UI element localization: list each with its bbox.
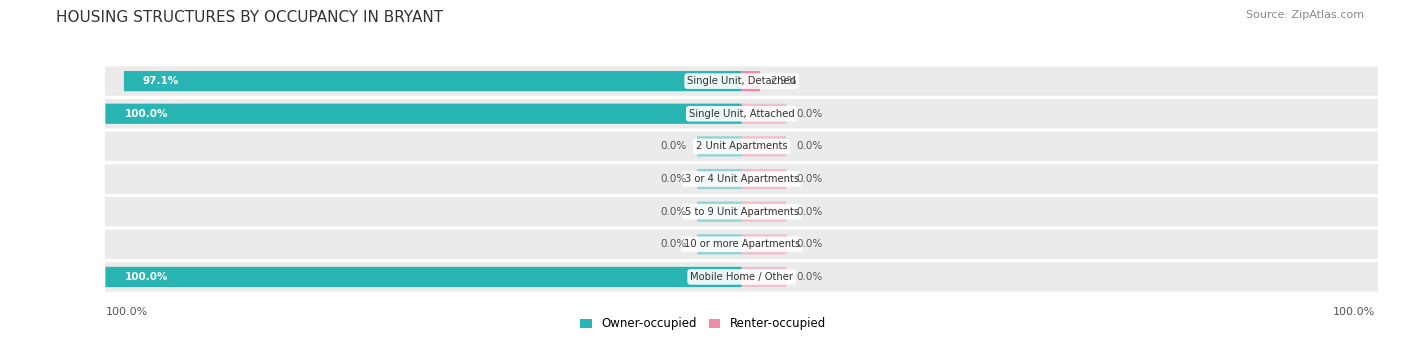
- Text: 0.0%: 0.0%: [796, 174, 823, 184]
- FancyBboxPatch shape: [742, 202, 786, 222]
- FancyBboxPatch shape: [105, 132, 1378, 161]
- FancyBboxPatch shape: [105, 229, 1378, 259]
- Text: 0.0%: 0.0%: [661, 174, 688, 184]
- Text: 100.0%: 100.0%: [1333, 307, 1375, 317]
- Text: 0.0%: 0.0%: [661, 239, 688, 249]
- Text: Source: ZipAtlas.com: Source: ZipAtlas.com: [1246, 10, 1364, 20]
- FancyBboxPatch shape: [124, 71, 742, 91]
- FancyBboxPatch shape: [742, 169, 786, 189]
- Text: 0.0%: 0.0%: [796, 142, 823, 151]
- FancyBboxPatch shape: [697, 169, 742, 189]
- Text: 97.1%: 97.1%: [143, 76, 179, 86]
- Text: 0.0%: 0.0%: [796, 109, 823, 119]
- Text: Single Unit, Detached: Single Unit, Detached: [688, 76, 796, 86]
- FancyBboxPatch shape: [697, 136, 742, 157]
- FancyBboxPatch shape: [742, 267, 786, 287]
- Text: 10 or more Apartments: 10 or more Apartments: [683, 239, 800, 249]
- Text: HOUSING STRUCTURES BY OCCUPANCY IN BRYANT: HOUSING STRUCTURES BY OCCUPANCY IN BRYAN…: [56, 10, 443, 25]
- Text: 0.0%: 0.0%: [796, 272, 823, 282]
- FancyBboxPatch shape: [105, 262, 1378, 292]
- FancyBboxPatch shape: [105, 99, 1378, 129]
- Text: Single Unit, Attached: Single Unit, Attached: [689, 109, 794, 119]
- Text: 0.0%: 0.0%: [796, 239, 823, 249]
- Legend: Owner-occupied, Renter-occupied: Owner-occupied, Renter-occupied: [575, 313, 831, 335]
- FancyBboxPatch shape: [742, 104, 786, 124]
- Text: 3 or 4 Unit Apartments: 3 or 4 Unit Apartments: [685, 174, 799, 184]
- Text: 2.9%: 2.9%: [770, 76, 797, 86]
- FancyBboxPatch shape: [105, 164, 1378, 194]
- Text: 100.0%: 100.0%: [125, 109, 169, 119]
- FancyBboxPatch shape: [105, 197, 1378, 226]
- FancyBboxPatch shape: [105, 267, 742, 287]
- Text: 0.0%: 0.0%: [661, 142, 688, 151]
- FancyBboxPatch shape: [697, 202, 742, 222]
- Text: 100.0%: 100.0%: [125, 272, 169, 282]
- FancyBboxPatch shape: [742, 71, 761, 91]
- Text: 0.0%: 0.0%: [661, 207, 688, 217]
- Text: 2 Unit Apartments: 2 Unit Apartments: [696, 142, 787, 151]
- Text: 100.0%: 100.0%: [105, 307, 148, 317]
- FancyBboxPatch shape: [105, 104, 742, 124]
- Text: Mobile Home / Other: Mobile Home / Other: [690, 272, 793, 282]
- FancyBboxPatch shape: [742, 136, 786, 157]
- Text: 0.0%: 0.0%: [796, 207, 823, 217]
- FancyBboxPatch shape: [697, 234, 742, 254]
- FancyBboxPatch shape: [105, 66, 1378, 96]
- FancyBboxPatch shape: [742, 234, 786, 254]
- Text: 5 to 9 Unit Apartments: 5 to 9 Unit Apartments: [685, 207, 799, 217]
